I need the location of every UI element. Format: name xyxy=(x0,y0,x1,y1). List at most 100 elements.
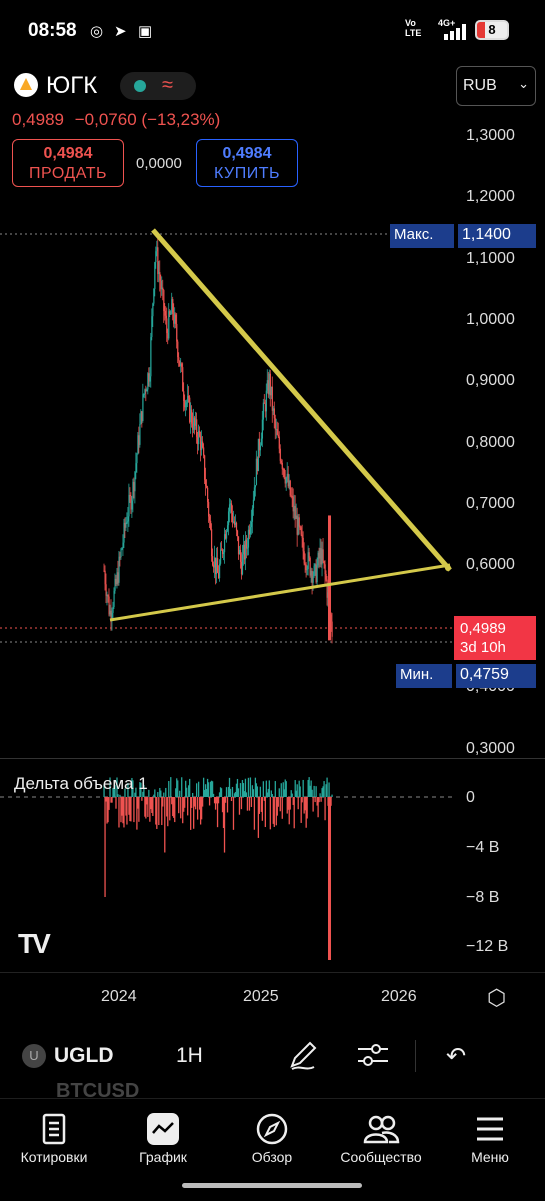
chart-reference-lines xyxy=(0,233,455,643)
candle-body xyxy=(265,390,267,412)
current-price-tag: 0,4989 3d 10h xyxy=(454,616,536,660)
candle-body xyxy=(158,272,160,274)
indicators-icon[interactable] xyxy=(356,1040,390,1075)
candle-body xyxy=(230,503,233,513)
nav-label: Сообщество xyxy=(340,1149,422,1165)
price-chart[interactable] xyxy=(0,200,545,760)
volume-delta-bar xyxy=(115,797,117,809)
volume-delta-series xyxy=(103,777,333,960)
candle-body xyxy=(200,436,202,451)
undo-icon[interactable]: ↶ xyxy=(446,1043,467,1070)
drawing-tools-icon[interactable] xyxy=(286,1038,320,1077)
candle-body xyxy=(289,480,291,496)
volume-delta-pane[interactable] xyxy=(0,760,545,970)
candle-body xyxy=(228,504,231,512)
currency-select[interactable]: RUB ⌄ xyxy=(456,66,536,106)
volume-delta-bar xyxy=(299,786,301,797)
candle-body xyxy=(213,565,215,568)
volume-delta-bar xyxy=(164,797,166,853)
symbol-search-button[interactable]: UGLD xyxy=(54,1044,114,1067)
candle-body xyxy=(168,311,170,339)
volume-delta-bar xyxy=(283,789,285,797)
candle-body xyxy=(137,435,139,455)
volume-delta-bar xyxy=(226,797,229,813)
volume-delta-bar xyxy=(106,797,108,824)
candle-body xyxy=(106,595,108,597)
candle-body xyxy=(244,539,247,560)
volume-delta-bar xyxy=(165,787,167,797)
volume-delta-bar xyxy=(271,794,273,797)
candle-body xyxy=(309,557,311,576)
candle-body xyxy=(308,552,310,558)
volume-delta-bar xyxy=(305,797,307,828)
price-axis-label: 0,3000 xyxy=(466,740,515,757)
volume-delta-bar xyxy=(243,791,246,797)
buy-label: КУПИТЬ xyxy=(214,165,280,182)
volume-delta-bar xyxy=(331,794,333,797)
chart-settings-icon[interactable]: ⬡ xyxy=(487,985,507,1010)
tradingview-logo[interactable]: TV xyxy=(18,928,51,959)
sell-button[interactable]: 0,4984 ПРОДАТЬ xyxy=(12,139,124,187)
price-axis-label: 0,9000 xyxy=(466,372,515,389)
candle-body xyxy=(114,578,116,591)
volume-delta-bar xyxy=(244,778,247,797)
symbol-logo[interactable] xyxy=(14,73,38,97)
trendline-handle[interactable] xyxy=(445,565,451,571)
volume-delta-bar xyxy=(161,797,163,826)
pane-divider[interactable] xyxy=(0,758,545,759)
volume-delta-bar xyxy=(256,786,259,797)
candle-body xyxy=(222,552,225,555)
volume-delta-bar xyxy=(319,793,321,797)
descending-trendline[interactable] xyxy=(151,228,452,572)
ascending-trendline[interactable] xyxy=(109,563,451,622)
candle-body xyxy=(142,394,144,422)
volume-delta-bar xyxy=(250,797,253,807)
candle-body xyxy=(217,558,219,573)
volume-delta-bar xyxy=(231,786,234,797)
compass-icon xyxy=(222,1109,322,1149)
volume-delta-bar xyxy=(294,780,296,797)
volume-delta-bar xyxy=(262,781,265,797)
volume-delta-bar xyxy=(253,797,256,830)
nav-explore[interactable]: Обзор xyxy=(222,1109,322,1165)
interval-button[interactable]: 1H xyxy=(176,1044,203,1067)
volume-delta-bar xyxy=(292,797,294,805)
buy-button[interactable]: 0,4984 КУПИТЬ xyxy=(196,139,298,187)
home-indicator[interactable] xyxy=(182,1183,362,1188)
volume-delta-bar xyxy=(201,797,204,807)
candle-body xyxy=(130,496,132,510)
candle-body xyxy=(302,537,304,552)
candle-body xyxy=(194,417,196,426)
nav-community[interactable]: Сообщество xyxy=(331,1109,431,1165)
volume-delta-bar xyxy=(213,797,216,804)
max-price-value: 1,1400 xyxy=(458,224,536,248)
volume-delta-bar xyxy=(119,794,121,797)
nav-label: Меню xyxy=(471,1149,509,1165)
candle-body xyxy=(180,363,182,367)
nav-chart[interactable]: График xyxy=(113,1109,213,1165)
candle-body xyxy=(330,614,332,622)
volume-delta-bar xyxy=(229,788,232,797)
indicator-title[interactable]: Дельта объема 1 xyxy=(14,774,148,793)
candle-body xyxy=(197,436,199,445)
candle-body xyxy=(266,380,268,391)
volume-delta-bar xyxy=(167,797,169,827)
candle-body xyxy=(124,522,126,528)
time-axis-label: 2024 xyxy=(101,988,137,1005)
candle-body xyxy=(190,409,192,422)
volume-delta-bar xyxy=(242,783,245,797)
market-status-pill[interactable]: ≈ xyxy=(120,72,196,100)
volume-delta-bar xyxy=(261,797,264,821)
symbol-name[interactable]: ЮГК xyxy=(46,72,98,99)
candle-body xyxy=(246,547,249,549)
volume-delta-bar xyxy=(184,797,186,808)
volume-delta-bar xyxy=(246,797,249,811)
volume-delta-bar xyxy=(297,797,299,810)
candle-body xyxy=(241,554,244,575)
nav-menu[interactable]: Меню xyxy=(440,1109,540,1165)
candle-body xyxy=(306,569,308,571)
candle-body xyxy=(321,549,323,565)
nav-watchlist[interactable]: Котировки xyxy=(4,1109,104,1165)
volume-delta-bar xyxy=(239,783,242,797)
candle-body xyxy=(293,505,295,512)
